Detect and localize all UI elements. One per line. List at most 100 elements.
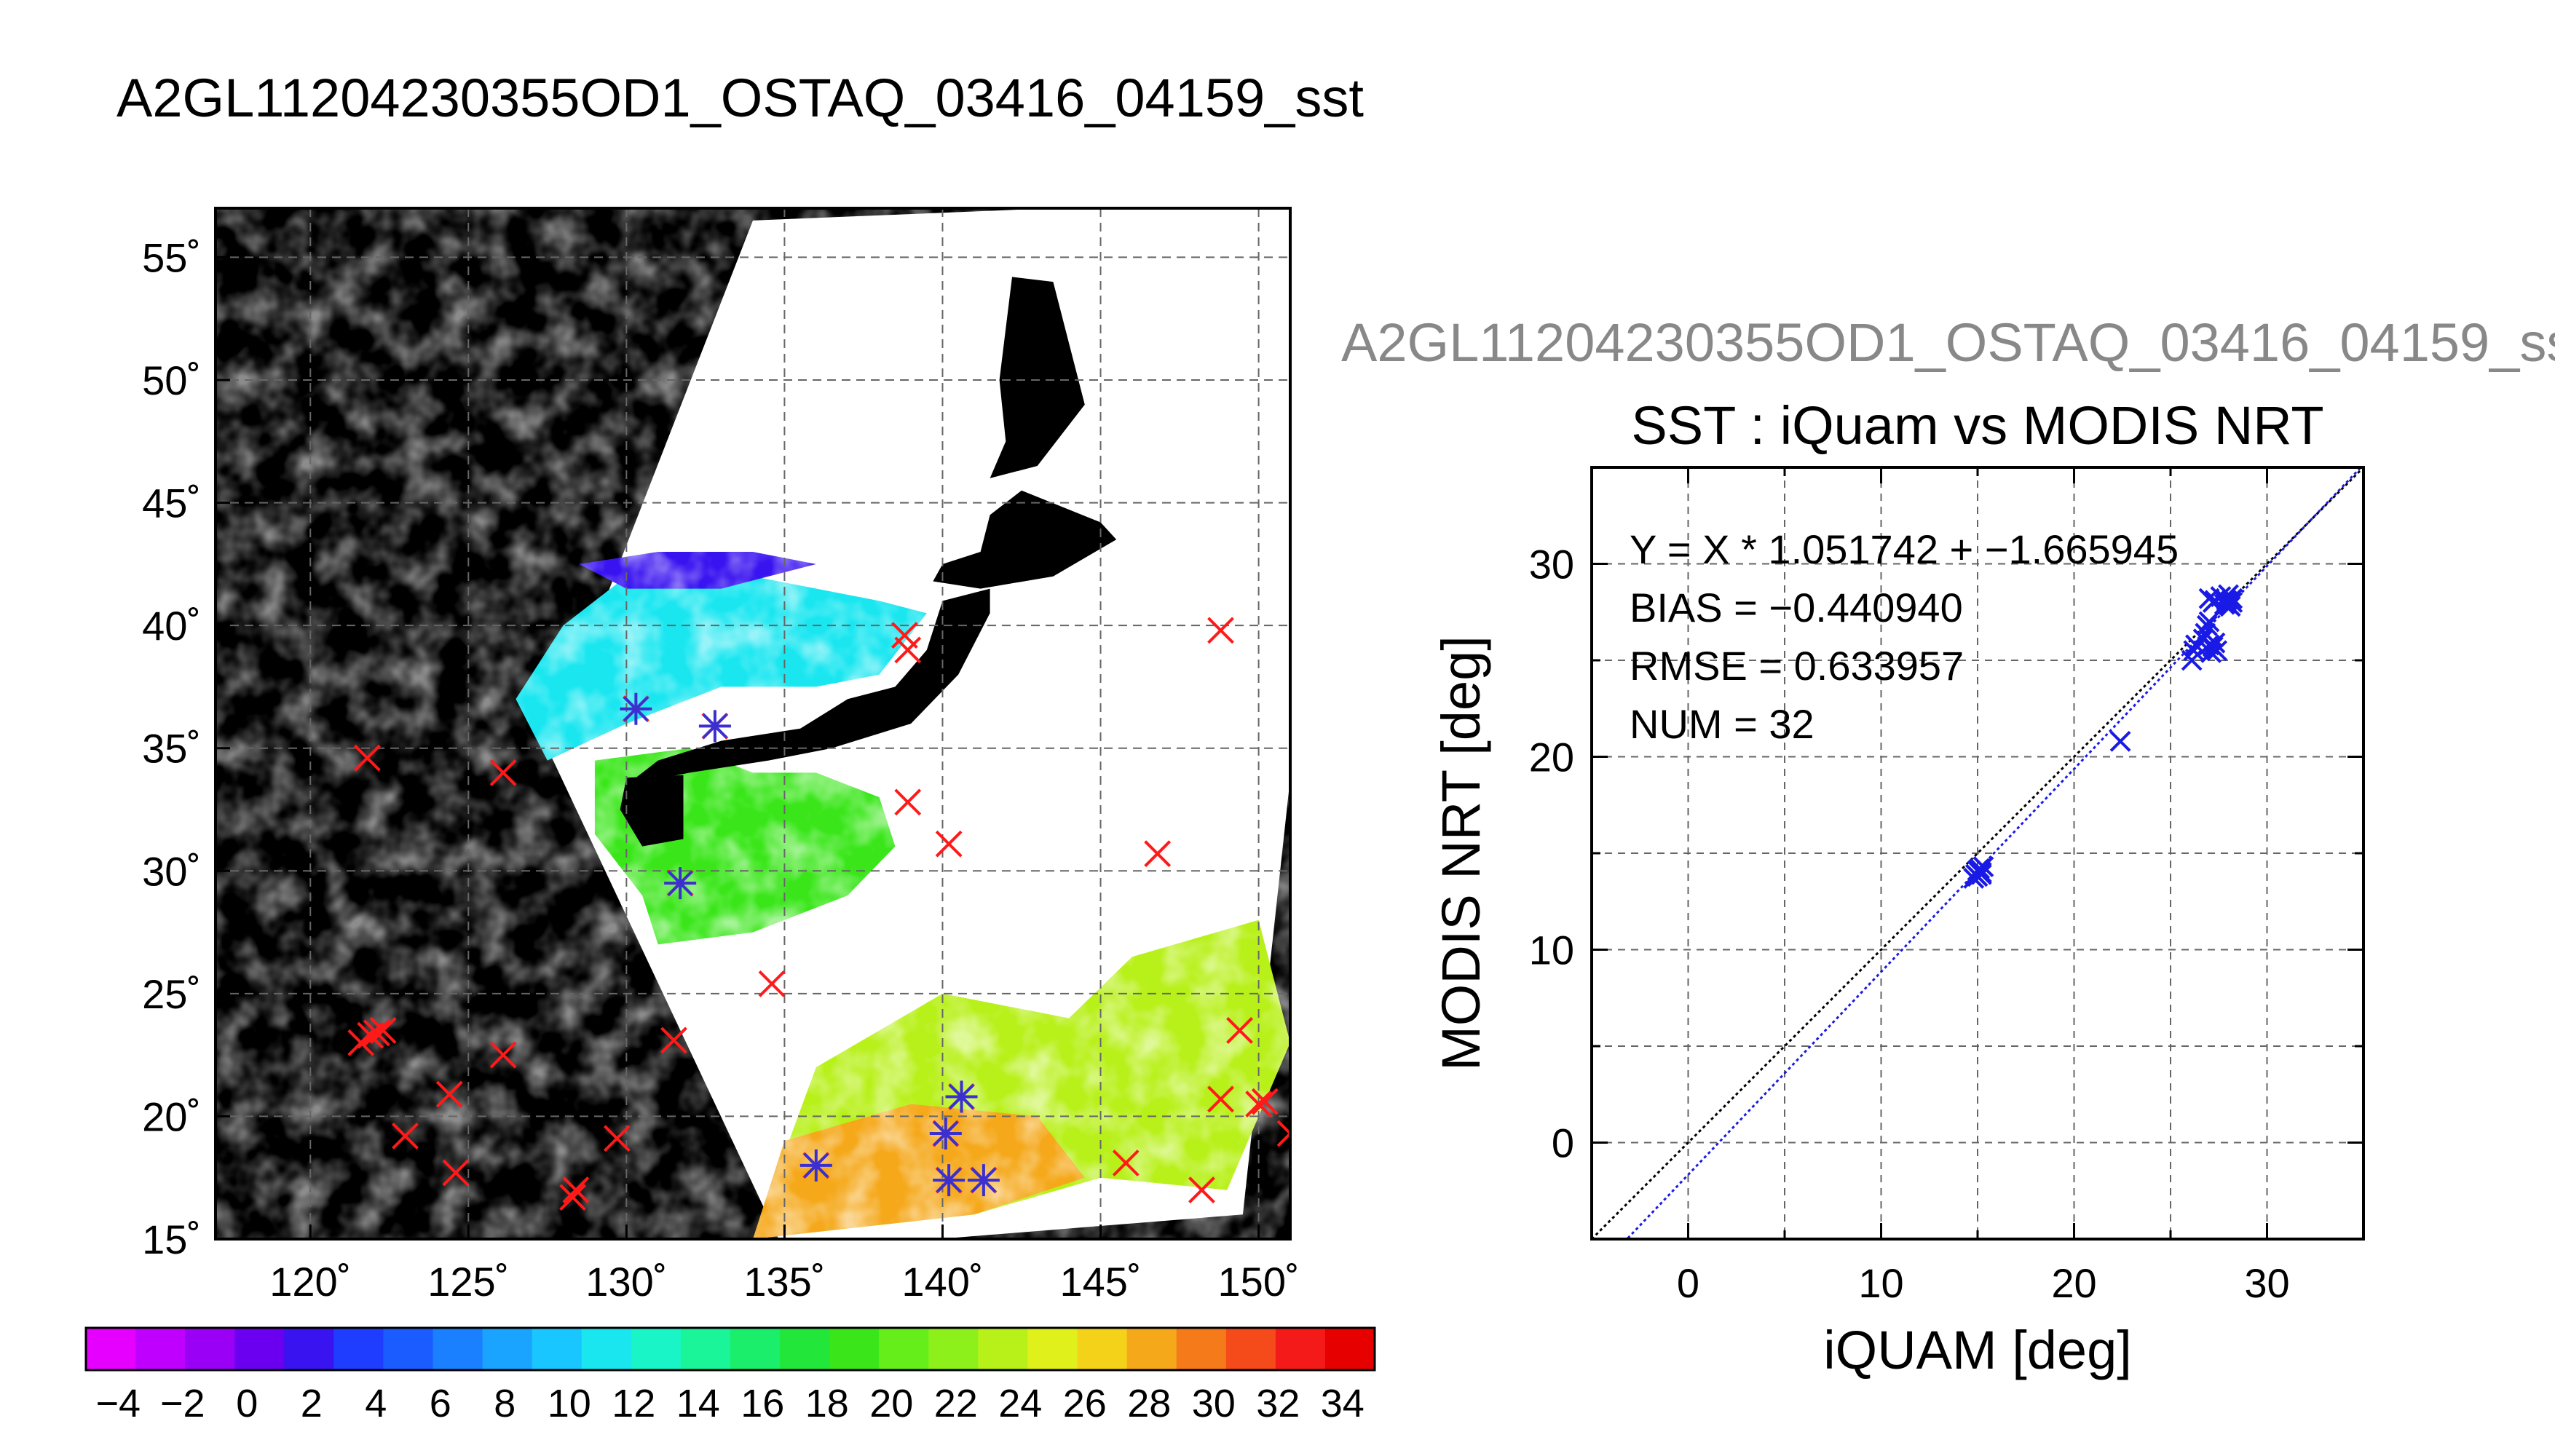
buoy-marker [363, 1019, 390, 1047]
land-polygon [626, 588, 990, 786]
sst-scatter: SST : iQuam vs MODIS NRT 0 10 20 30 0 10 20 30… [1431, 395, 2365, 1380]
map-x-tick-label: 130˚ [585, 1259, 667, 1305]
map-y-ticks: 15˚ 20˚ 25˚ 30˚ 35˚ 40˚ 45˚ 50˚ 55˚ [142, 234, 230, 1262]
colorbar-segment [1126, 1328, 1177, 1370]
colorbar-segment [1027, 1328, 1078, 1370]
scatter-x-tick-label: 30 [2244, 1260, 2289, 1306]
matchup-marker-star [929, 1117, 962, 1150]
buoy-marker [894, 636, 922, 664]
colorbar-tick-label: 0 [236, 1382, 258, 1425]
colorbar-tick-label: 2 [301, 1382, 323, 1425]
colorbar-segment [829, 1328, 880, 1370]
colorbar-segment [680, 1328, 731, 1370]
buoy-marker [392, 1122, 419, 1150]
colorbar-segment [1324, 1328, 1375, 1370]
colorbar-tick-label: 26 [1063, 1382, 1107, 1425]
scatter-stats: Y = X * 1.051742 + −1.665945 BIAS = −0.44… [1630, 526, 2179, 747]
buoy-marker [1112, 1150, 1140, 1176]
map-x-tick-label: 140˚ [901, 1259, 983, 1305]
colorbar-tick-label: 22 [934, 1382, 978, 1425]
buoy-marker [562, 1176, 590, 1203]
map-y-tick-label: 55˚ [142, 234, 201, 280]
scatter-point [2198, 611, 2220, 633]
scatter-point [2198, 634, 2220, 656]
scatter-y-label: MODIS NRT [deg] [1431, 636, 1491, 1071]
map-x-ticks: 120˚ 125˚ 130˚ 135˚ 140˚ 145˚ 150˚ [269, 1224, 1300, 1305]
colorbar-segment [978, 1328, 1028, 1370]
scatter-x-ticks: 0 10 20 30 [1590, 467, 2365, 1306]
scatter-y-tick-label: 30 [1529, 542, 1574, 587]
colorbar-tick-label: 6 [430, 1382, 451, 1425]
scatter-point [2202, 592, 2224, 613]
buoy-marker [603, 1125, 631, 1152]
colorbar-tick-label: −4 [95, 1382, 141, 1425]
land-polygon [933, 490, 1117, 589]
map-grid [216, 208, 1290, 1239]
map-y-tick-label: 50˚ [142, 357, 201, 403]
colorbar-tick-label: 8 [494, 1382, 516, 1425]
map-y-tick-label: 25˚ [142, 971, 201, 1017]
matchup-marker-star [698, 710, 731, 743]
scatter-y-tick-label: 20 [1529, 735, 1574, 780]
colorbar-tick-label: 14 [676, 1382, 720, 1425]
buoy-marker [1207, 617, 1234, 644]
map-x-tick-label: 145˚ [1059, 1259, 1141, 1305]
buoy-marker [758, 970, 786, 997]
scatter-stat-line: Y = X * 1.051742 + −1.665945 [1630, 526, 2179, 572]
map-y-tick-label: 15˚ [142, 1216, 201, 1262]
buoy-marker [489, 759, 517, 786]
colorbar-tick-label: 24 [998, 1382, 1042, 1425]
colorbar-segment [482, 1328, 533, 1370]
colorbar-tick-label: 20 [869, 1382, 913, 1425]
map-y-tick-label: 35˚ [142, 726, 201, 772]
scatter-x-tick-label: 20 [2051, 1260, 2096, 1306]
colorbar-segment [581, 1328, 632, 1370]
scatter-point [2222, 587, 2243, 609]
scatter-stat-line: BIAS = −0.440940 [1630, 585, 1963, 630]
map-markers [347, 617, 1290, 1211]
scatter-y-ticks: 0 10 20 30 [1529, 466, 2364, 1241]
matchup-marker-star [664, 867, 697, 900]
scatter-title: SST : iQuam vs MODIS NRT [1631, 395, 2323, 456]
scatter-x-tick-label: 10 [1858, 1260, 1903, 1306]
colorbar-segment [86, 1328, 136, 1370]
buoy-marker [935, 830, 963, 858]
colorbar-segment [1225, 1328, 1276, 1370]
land-polygon [620, 775, 684, 847]
scatter-grid [1592, 467, 2364, 1239]
buoy-marker [1144, 840, 1172, 868]
matchup-marker-star [945, 1080, 978, 1113]
map-y-tick-label: 20˚ [142, 1093, 201, 1139]
colorbar-segment [433, 1328, 483, 1370]
colorbar-segment [780, 1328, 830, 1370]
buoy-marker [442, 1159, 470, 1187]
matchup-marker-star [967, 1164, 1000, 1197]
colorbar-segment [1176, 1328, 1227, 1370]
colorbar-segment [1077, 1328, 1128, 1370]
cloud-layer [216, 208, 1290, 1239]
buoy-marker [347, 1029, 375, 1056]
colorbar-tick-label: −2 [160, 1382, 205, 1425]
colorbar-segment [234, 1328, 285, 1370]
cloud-texture [216, 208, 1290, 1239]
colorbar-segment [631, 1328, 682, 1370]
buoy-marker [1188, 1176, 1215, 1203]
colorbar-tick-label: 30 [1192, 1382, 1236, 1425]
land-polygon [990, 277, 1085, 478]
scatter-point [2109, 730, 2131, 752]
scatter-points [1963, 584, 2243, 889]
matchup-marker-star [933, 1164, 965, 1197]
map-x-tick-label: 125˚ [427, 1259, 509, 1305]
buoy-marker [489, 1041, 517, 1069]
buoy-marker [1276, 1120, 1290, 1147]
map-x-tick-label: 150˚ [1218, 1259, 1300, 1305]
matchup-marker-star [620, 692, 652, 725]
buoy-marker [369, 1017, 397, 1044]
colorbar-tick-label: 10 [548, 1382, 591, 1425]
scatter-header-title: A2GL11204230355OD1_OSTAQ_03416_04159_sst [1341, 312, 2555, 373]
scatter-x-tick-label: 0 [1677, 1260, 1699, 1306]
map-y-tick-label: 30˚ [142, 848, 201, 894]
buoy-marker [894, 788, 922, 816]
buoy-marker [435, 1080, 463, 1108]
colorbar-segment [333, 1328, 384, 1370]
